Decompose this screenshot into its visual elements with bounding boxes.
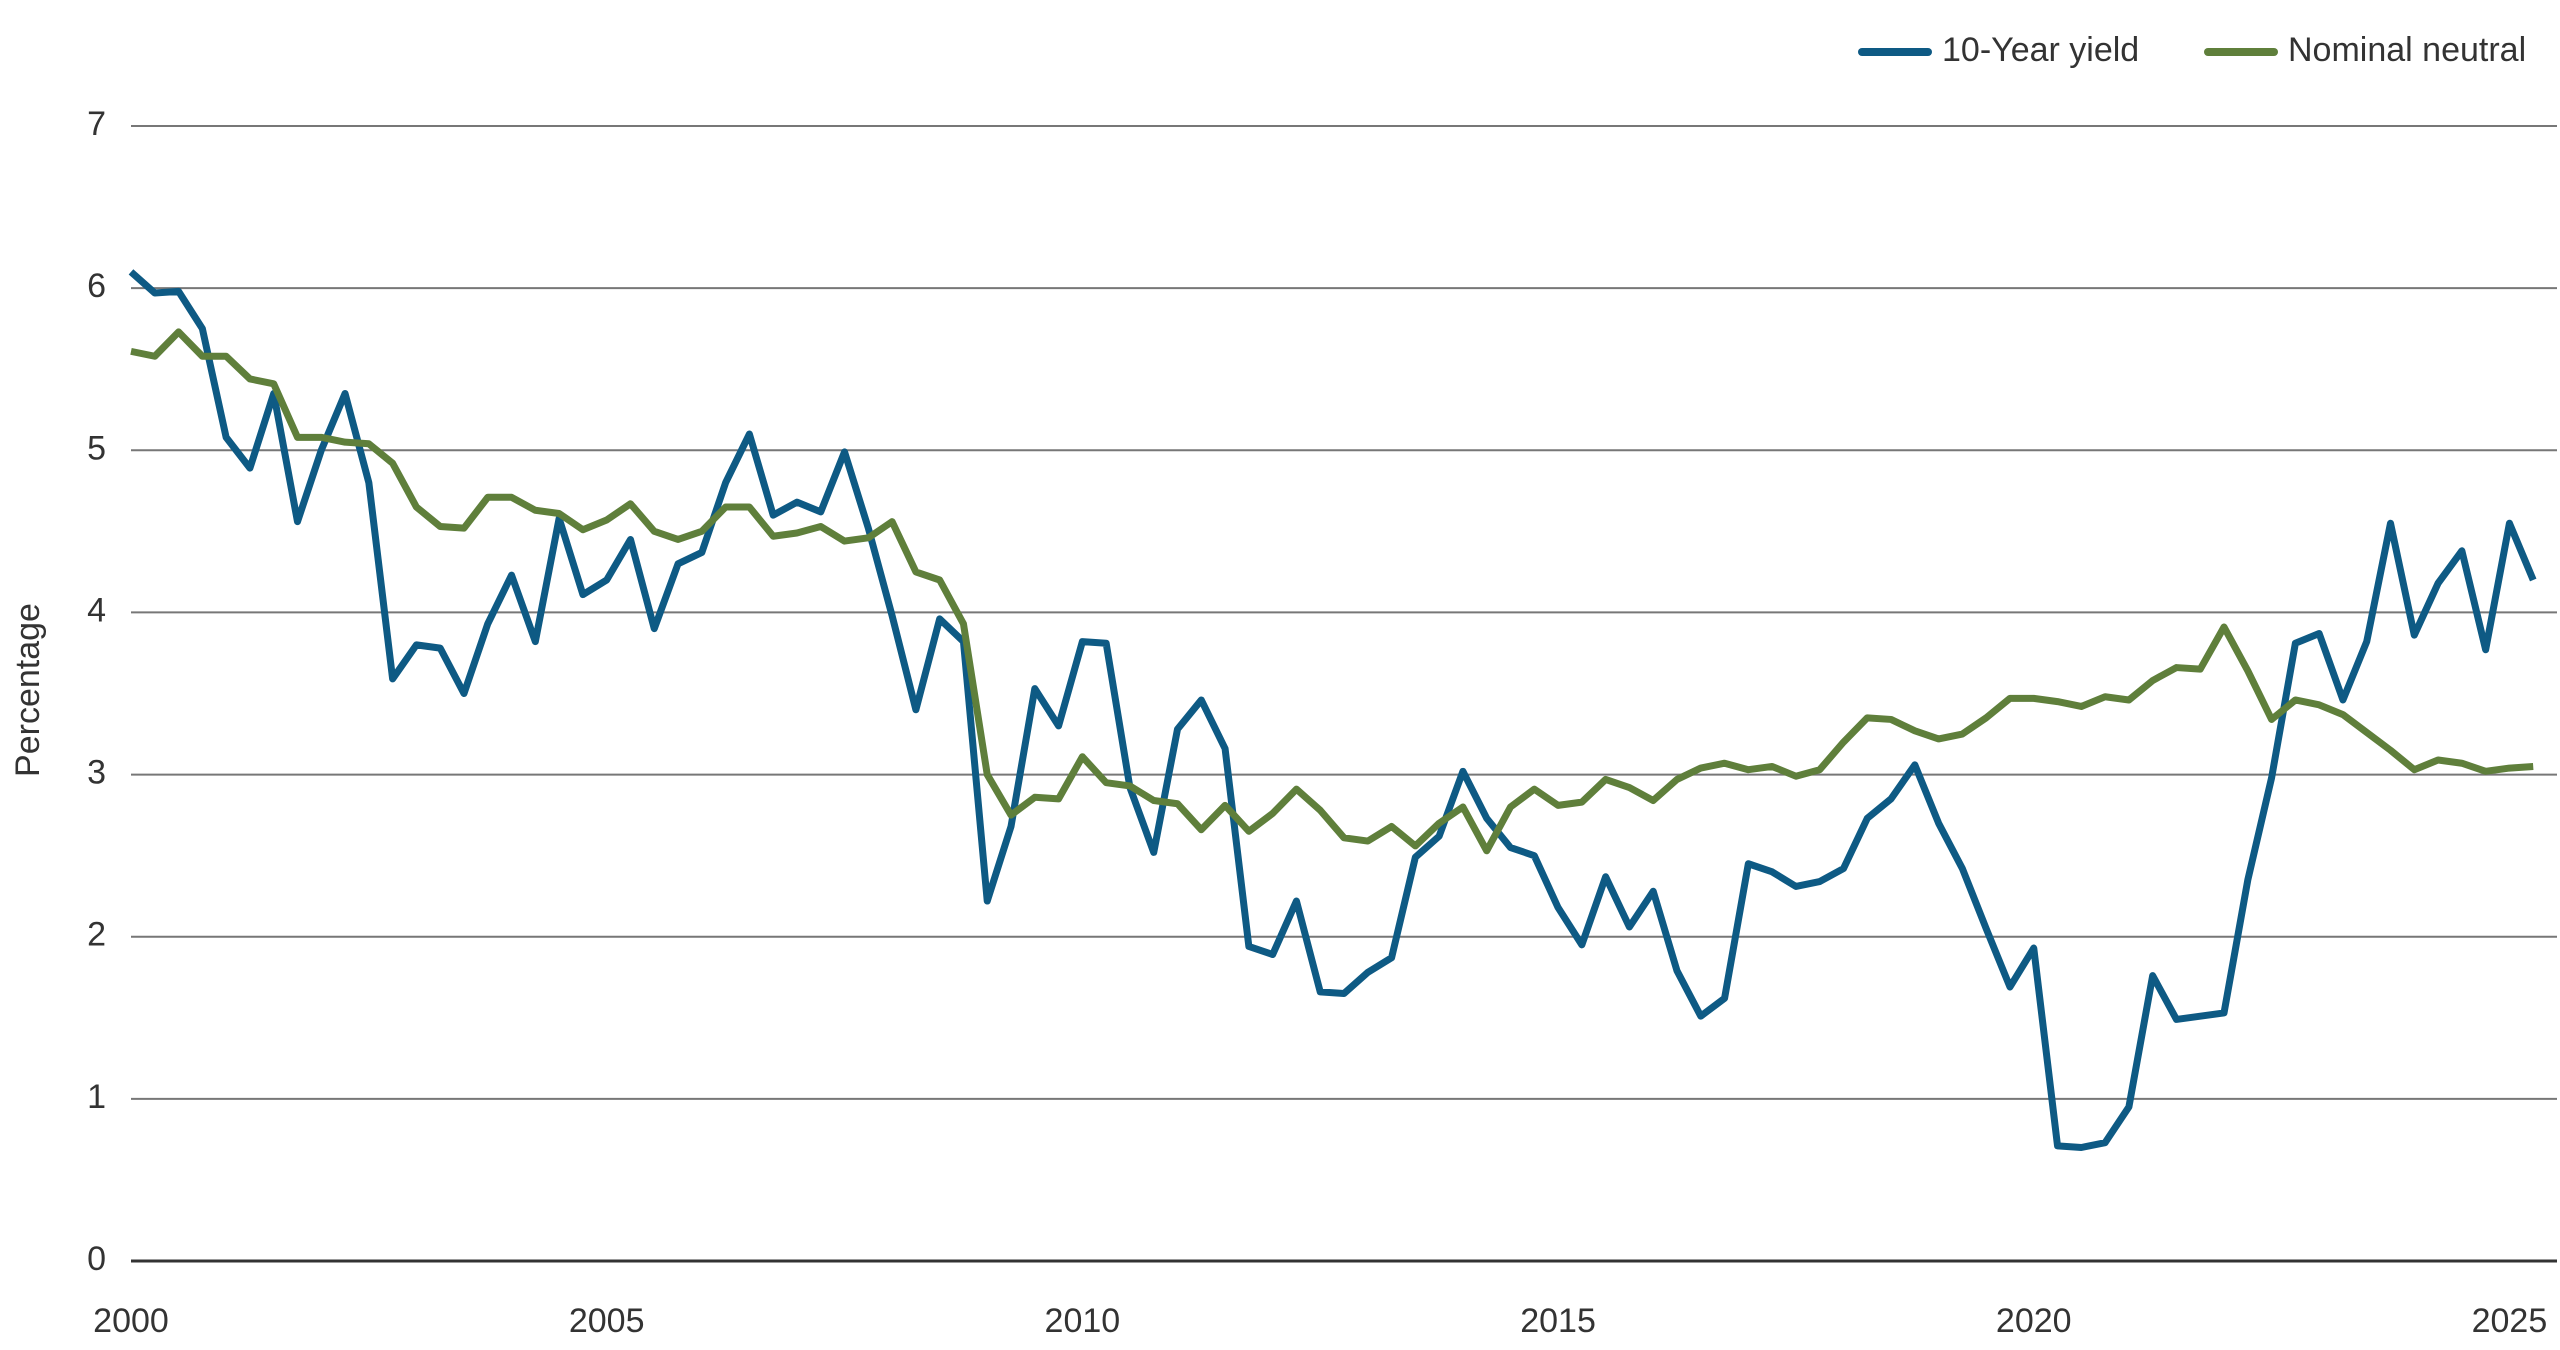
x-tick-label: 2015 (1520, 1302, 1596, 1340)
line-series (128, 269, 2537, 1151)
legend-label: Nominal neutral (2288, 31, 2526, 69)
y-tick-label: 7 (87, 105, 106, 143)
x-tick-label: 2000 (93, 1302, 169, 1340)
legend-label: 10-Year yield (1942, 31, 2139, 69)
line-series (130, 328, 2534, 855)
y-tick-label: 4 (87, 591, 106, 629)
y-tick-label: 0 (87, 1240, 106, 1278)
x-tick-label: 2020 (1996, 1302, 2072, 1340)
y-tick-label: 6 (87, 267, 106, 305)
x-tick-label: 2005 (569, 1302, 645, 1340)
x-tick-label: 2010 (1045, 1302, 1121, 1340)
y-tick-label: 3 (87, 754, 106, 792)
y-tick-label: 2 (87, 916, 106, 954)
y-axis-label: Percentage (9, 603, 47, 777)
x-tick-label: 2025 (2472, 1302, 2548, 1340)
y-tick-label: 5 (87, 429, 106, 467)
y-tick-label: 1 (87, 1078, 106, 1116)
